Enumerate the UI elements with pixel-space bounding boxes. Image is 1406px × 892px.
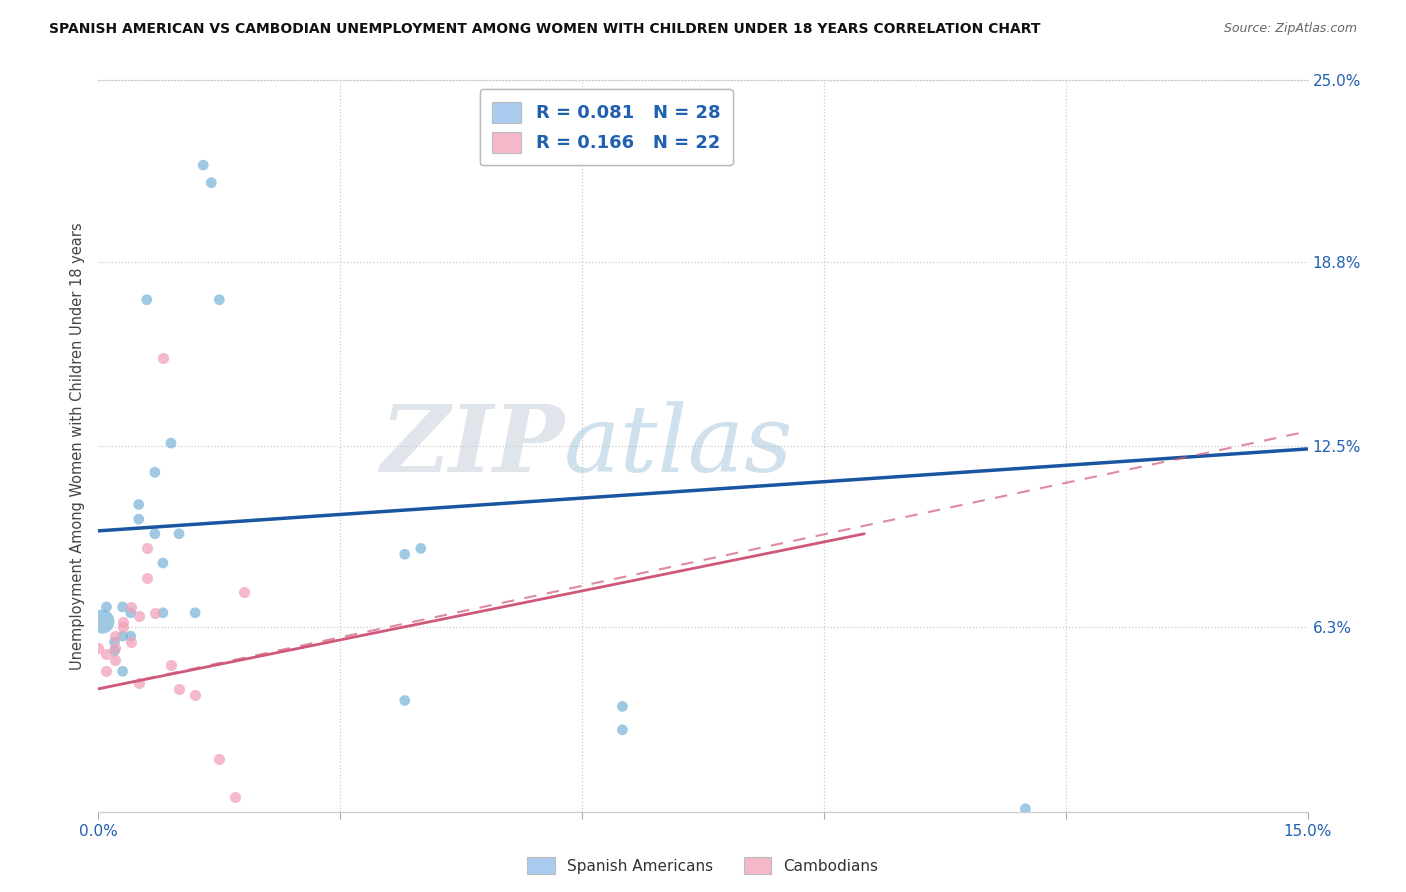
Point (91, 615, 114, 629)
Legend: Spanish Americans, Cambodians: Spanish Americans, Cambodians (522, 851, 884, 880)
Point (135, 293, 157, 307)
Point (143, 526, 166, 541)
Point (224, 790, 246, 805)
Point (111, 665, 134, 679)
Point (167, 681, 190, 696)
Point (409, 541, 432, 556)
Point (152, 351, 174, 366)
Point (96, 599, 118, 614)
Point (394, 547, 416, 561)
Point (143, 606, 166, 620)
Point (120, 606, 142, 620)
Point (103, 640, 125, 655)
Point (120, 635, 142, 649)
Point (160, 658, 183, 673)
Point (111, 629, 134, 643)
Text: ZIP: ZIP (380, 401, 564, 491)
Point (128, 608, 150, 623)
Point (103, 652, 125, 666)
Point (96, 665, 118, 679)
Point (612, 723, 634, 737)
Y-axis label: Unemployment Among Women with Children Under 18 years: Unemployment Among Women with Children U… (69, 222, 84, 670)
Point (87, 640, 110, 655)
Point (184, 606, 207, 620)
Point (128, 498, 150, 512)
Point (612, 699, 634, 714)
Point (135, 541, 157, 556)
Point (96, 647, 118, 661)
Point (128, 512, 150, 526)
Point (103, 629, 125, 643)
Point (152, 556, 174, 570)
Point (135, 571, 157, 585)
Point (120, 599, 142, 614)
Legend: R = 0.081   N = 28, R = 0.166   N = 22: R = 0.081 N = 28, R = 0.166 N = 22 (479, 89, 733, 165)
Point (394, 693, 416, 707)
Point (111, 599, 134, 614)
Point (103, 635, 125, 649)
Point (143, 466, 166, 480)
Text: atlas: atlas (564, 401, 793, 491)
Point (184, 688, 207, 702)
Point (200, 176, 222, 190)
Point (1014, 802, 1036, 816)
Text: SPANISH AMERICAN VS CAMBODIAN UNEMPLOYMENT AMONG WOMEN WITH CHILDREN UNDER 18 YE: SPANISH AMERICAN VS CAMBODIAN UNEMPLOYME… (49, 22, 1040, 37)
Point (103, 644, 125, 658)
Point (128, 676, 150, 690)
Point (111, 620, 134, 634)
Point (152, 606, 174, 620)
Point (167, 526, 190, 541)
Point (111, 615, 134, 629)
Point (160, 436, 183, 450)
Point (193, 158, 215, 172)
Point (208, 752, 231, 766)
Point (120, 629, 142, 643)
Point (232, 585, 254, 599)
Point (208, 293, 231, 307)
Text: Source: ZipAtlas.com: Source: ZipAtlas.com (1223, 22, 1357, 36)
